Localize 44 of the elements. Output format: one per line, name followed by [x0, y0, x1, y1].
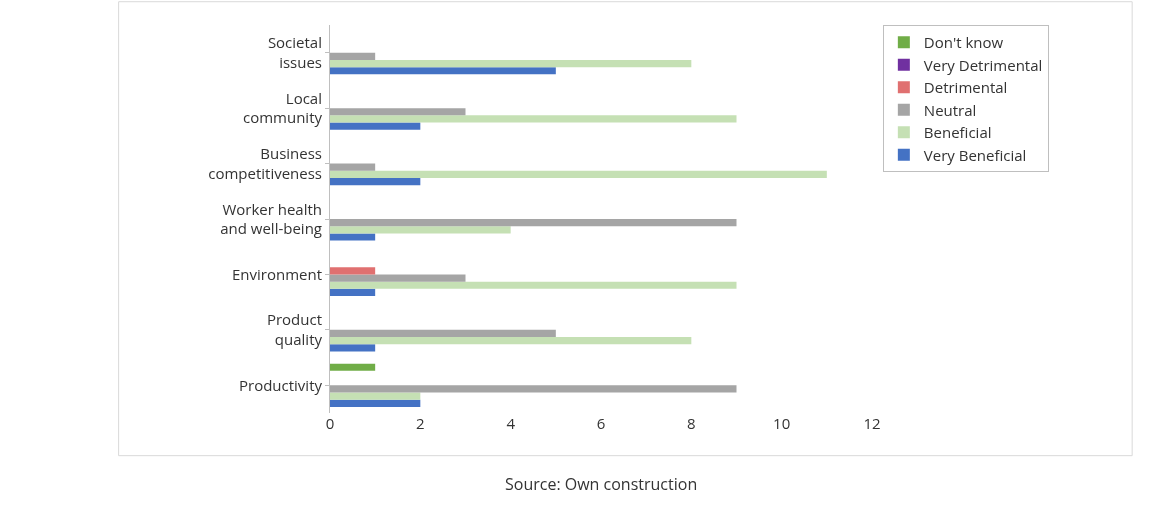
- bar: [330, 163, 376, 171]
- bar: [330, 385, 737, 393]
- legend-label: Don't know: [923, 32, 1004, 53]
- bar: [330, 170, 827, 178]
- bar: [330, 267, 376, 275]
- bar: [330, 108, 466, 116]
- legend-label: Very Detrimental: [923, 54, 1043, 75]
- bar: [330, 392, 421, 400]
- legend-label: Beneficial: [923, 122, 992, 143]
- bar: [330, 274, 466, 282]
- bar: [330, 363, 376, 371]
- y-tick-label: Local community: [242, 87, 323, 128]
- x-tick-label: 2: [416, 413, 425, 433]
- y-tick-label: Product quality: [266, 309, 323, 349]
- x-tick-label: 12: [863, 413, 881, 433]
- x-tick-label: 8: [687, 413, 696, 433]
- x-tick-label: 10: [773, 413, 791, 433]
- y-tick-label: Environment: [231, 263, 322, 284]
- legend-label: Detrimental: [923, 77, 1008, 98]
- y-tick-label: Productivity: [238, 374, 323, 395]
- bar: [330, 52, 376, 60]
- bar: [330, 337, 692, 345]
- x-tick-label: 6: [596, 413, 606, 433]
- y-tick-label: Business competitiveness: [208, 143, 322, 183]
- bar: [330, 288, 376, 297]
- y-tick-label: Worker health and well-being: [220, 198, 322, 238]
- bar: [330, 122, 421, 130]
- bar: [330, 177, 421, 186]
- x-tick-label: 0: [325, 413, 335, 433]
- bar: [330, 226, 511, 234]
- bar: [330, 219, 737, 227]
- x-tick-label: 4: [506, 413, 516, 433]
- legend-label: Very Beneficial: [923, 144, 1027, 165]
- bar: [330, 115, 737, 123]
- bar: [330, 59, 692, 68]
- legend-label: Neutral: [923, 99, 977, 120]
- bar: [330, 329, 556, 338]
- source-note: Source: Own construction: [505, 473, 698, 495]
- bar: [330, 233, 376, 241]
- bar: [330, 281, 737, 289]
- bar: [330, 399, 421, 407]
- bar: [330, 344, 376, 352]
- y-tick-label: Societal issues: [267, 32, 322, 72]
- bar: [330, 67, 556, 75]
